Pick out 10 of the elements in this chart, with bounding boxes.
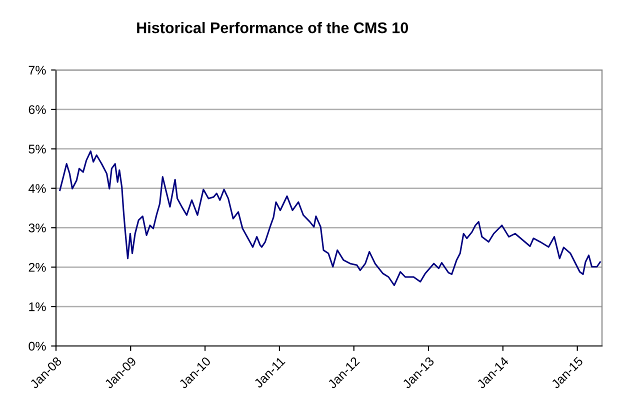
y-tick-label: 2% xyxy=(28,262,46,272)
y-tick-label: 5% xyxy=(28,144,46,154)
line-series xyxy=(59,150,601,286)
y-tick-label: 6% xyxy=(28,105,46,114)
y-tick-label: 3% xyxy=(28,224,46,232)
chart-title: Historical Performance of the CMS 10 xyxy=(137,22,408,34)
y-tick-label: 4% xyxy=(28,184,46,193)
y-tick-label: 1% xyxy=(29,302,46,312)
y-tick-label: 0% xyxy=(28,342,46,351)
y-tick-label: 7% xyxy=(28,66,46,75)
